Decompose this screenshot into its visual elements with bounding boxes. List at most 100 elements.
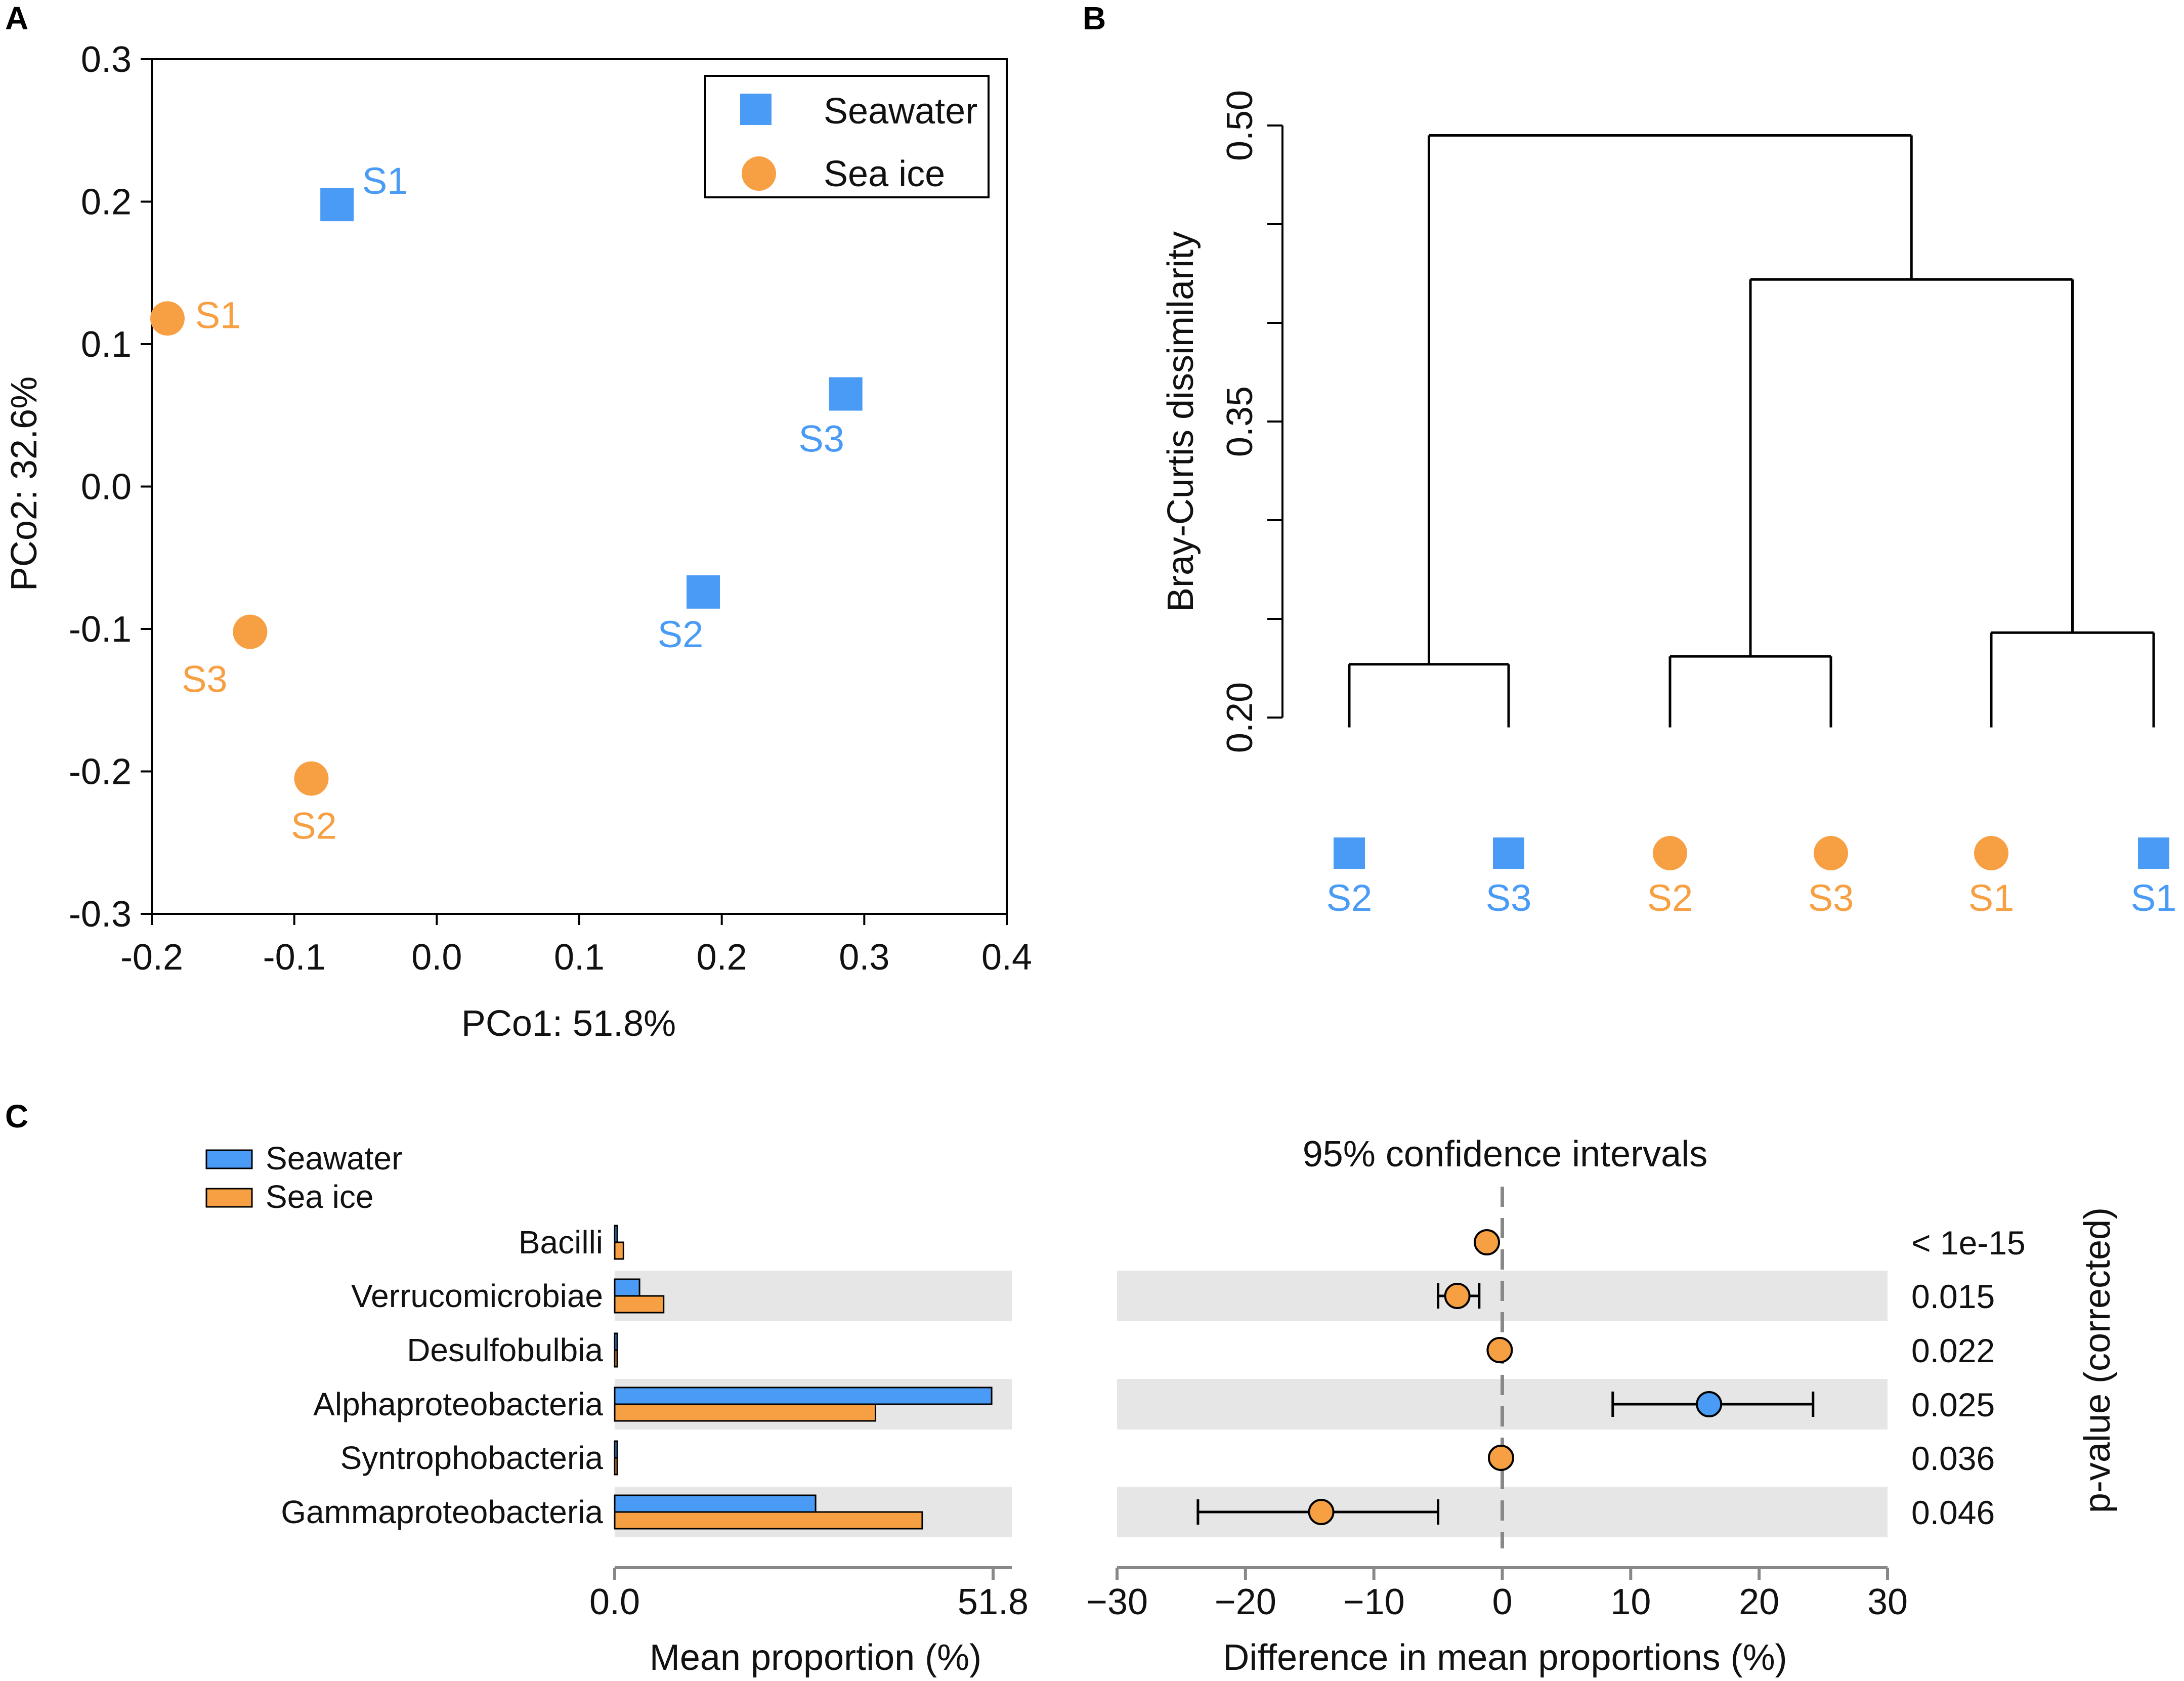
seawater-point-label: S2: [658, 613, 704, 655]
difference-point: [1486, 1337, 1513, 1363]
bar-x-tick-label: 0.0: [589, 1582, 640, 1622]
difference-point: [1308, 1499, 1335, 1525]
dendrogram-leaf-label: S1: [2131, 877, 2177, 919]
ci-x-tick-label: −30: [1086, 1582, 1148, 1622]
seawater-point-marker: [687, 575, 720, 609]
category-labels: Bacilli Verrucomicrobiae Desulfobulbia Alph…: [281, 1224, 603, 1530]
p-value-label: < 1e-15: [1911, 1224, 2026, 1262]
ci-x-tick-label: 30: [1867, 1582, 1908, 1622]
sea-ice-bar: [614, 1511, 923, 1530]
dendrogram-seawater-leaf-marker: [1493, 837, 1524, 869]
difference-point: [1474, 1229, 1501, 1255]
category-label: Desulfobulbia: [407, 1332, 603, 1368]
dendrogram-y-tick-label: 0.50: [1220, 90, 1260, 161]
seawater-bar: [614, 1225, 618, 1243]
ci-x-tick-label: −10: [1343, 1582, 1405, 1622]
sea-ice-point-marker: [294, 761, 329, 796]
bar-x-tick-label: 51.8: [958, 1582, 1029, 1622]
sea-ice-bar: [614, 1403, 877, 1422]
pcoa-scatter-plot: -0.2 -0.1 0.0 0.1 0.2 0.3 0.4 0.3 0.2 0.1 0.0 -0.1…: [4, 39, 1032, 1044]
pcoa-x-ticks: -0.2 -0.1 0.0 0.1 0.2 0.3 0.4: [120, 914, 1032, 978]
pcoa-x-tick-label: 0.4: [981, 937, 1032, 978]
ci-x-tick-label: 20: [1739, 1582, 1779, 1622]
difference-points: [1196, 1187, 1815, 1548]
pcoa-x-axis-label: PCo1: 51.8%: [461, 1003, 676, 1044]
pcoa-legend: Seawater Sea ice: [704, 75, 990, 198]
difference-point: [1444, 1283, 1471, 1309]
category-label: Verrucomicrobiae: [351, 1278, 603, 1314]
pcoa-x-tick-label: 0.1: [554, 937, 605, 978]
pcoa-y-tick-label: 0.0: [81, 467, 132, 508]
pcoa-x-tick-label: 0.3: [839, 937, 889, 978]
sea-ice-point-label: S3: [182, 658, 228, 700]
panel-b-label: B: [1083, 0, 1106, 36]
dendrogram-leaf-label: S2: [1647, 877, 1693, 919]
legend-sea-ice-circle-marker: [742, 156, 776, 191]
ci-x-tick-label: −20: [1215, 1582, 1276, 1622]
dendrogram-y-axis-label: Bray-Curtis dissimilarity: [1161, 231, 1201, 612]
extended-error-bar-plot: Seawater Sea ice Bacilli Verrucomicrobiae…: [205, 1134, 2118, 1678]
dendrogram-sea-ice-leaf-marker: [1814, 836, 1848, 870]
legend-sea-ice-label: Sea ice: [824, 154, 945, 194]
bar-x-axis-label: Mean proportion (%): [650, 1637, 981, 1678]
pcoa-x-tick-label: -0.2: [120, 937, 183, 978]
seawater-bar: [614, 1440, 618, 1459]
sea-ice-point-label: S2: [291, 805, 337, 847]
bar-legend: Seawater Sea ice: [205, 1140, 402, 1215]
dendrogram-leaf-label: S3: [1486, 877, 1532, 919]
seawater-bar: [614, 1278, 640, 1297]
dendrogram-y-tick-label: 0.35: [1220, 386, 1260, 457]
dendrogram-branches: [1348, 134, 2155, 728]
sea-ice-bar: [614, 1457, 618, 1476]
dendrogram-leaf-label: S2: [1326, 877, 1373, 919]
category-label: Syntrophobacteria: [340, 1440, 604, 1476]
p-value-label: 0.022: [1911, 1332, 1995, 1369]
bar-legend-seawater-label: Seawater: [266, 1140, 402, 1176]
sea-ice-point-marker: [233, 614, 268, 649]
sea-ice-point-marker: [150, 301, 185, 336]
sea-ice-bar: [614, 1241, 624, 1260]
bar-x-ticks: 0.0 51.8: [589, 1568, 1029, 1622]
pcoa-x-tick-label: 0.0: [411, 937, 462, 978]
category-label: Bacilli: [519, 1224, 603, 1260]
seawater-point-label: S1: [362, 160, 408, 202]
pcoa-x-tick-label: -0.1: [263, 937, 326, 978]
p-value-label: 0.025: [1911, 1386, 1995, 1423]
seawater-bar: [614, 1332, 618, 1351]
seawater-point-marker: [320, 188, 354, 222]
pcoa-y-tick-label: 0.1: [81, 324, 132, 365]
difference-point: [1487, 1445, 1514, 1471]
dendrogram-leaf-label: S1: [1968, 877, 2015, 919]
pcoa-x-tick-label: 0.2: [697, 937, 747, 978]
pcoa-y-tick-label: -0.3: [69, 894, 132, 935]
p-value-label: 0.036: [1911, 1440, 1995, 1477]
sea-ice-bar: [614, 1295, 665, 1314]
difference-point: [1696, 1391, 1723, 1417]
sea-ice-bar: [614, 1349, 618, 1368]
pcoa-y-ticks: 0.3 0.2 0.1 0.0 -0.1 -0.2 -0.3: [69, 39, 152, 935]
ci-x-tick-label: 10: [1610, 1582, 1651, 1622]
legend-seawater-square-marker: [740, 94, 772, 125]
pcoa-y-tick-label: -0.1: [69, 609, 132, 650]
dendrogram-seawater-leaf-marker: [2138, 837, 2169, 869]
ci-x-axis-label: Difference in mean proportions (%): [1223, 1637, 1787, 1678]
seawater-bar: [614, 1494, 817, 1513]
dendrogram-y-tick-label: 0.20: [1220, 682, 1260, 753]
dendrogram-leaves: S2 S3 S2 S3 S1 S1: [1326, 836, 2177, 919]
panel-c-label: C: [5, 1098, 28, 1134]
pcoa-points: S1 S2 S3 S1 S2 S3: [150, 160, 863, 847]
seawater-bar: [614, 1386, 993, 1405]
pcoa-y-tick-label: -0.2: [69, 752, 132, 792]
ci-x-ticks: −30 −20 −10 0 10 20 30: [1086, 1568, 1908, 1622]
seawater-point-label: S3: [798, 418, 844, 460]
p-value-label: 0.015: [1911, 1278, 1995, 1315]
dendrogram-sea-ice-leaf-marker: [1653, 836, 1687, 870]
dendrogram-seawater-leaf-marker: [1334, 837, 1365, 869]
p-values: < 1e-15 0.015 0.022 0.025 0.036 0.046: [1911, 1224, 2026, 1531]
dendrogram-leaf-label: S3: [1808, 877, 1854, 919]
legend-seawater-swatch: [205, 1149, 253, 1169]
ci-title: 95% confidence intervals: [1303, 1134, 1707, 1174]
p-value-label: 0.046: [1911, 1494, 1995, 1531]
dendrogram-sea-ice-leaf-marker: [1974, 836, 2008, 870]
